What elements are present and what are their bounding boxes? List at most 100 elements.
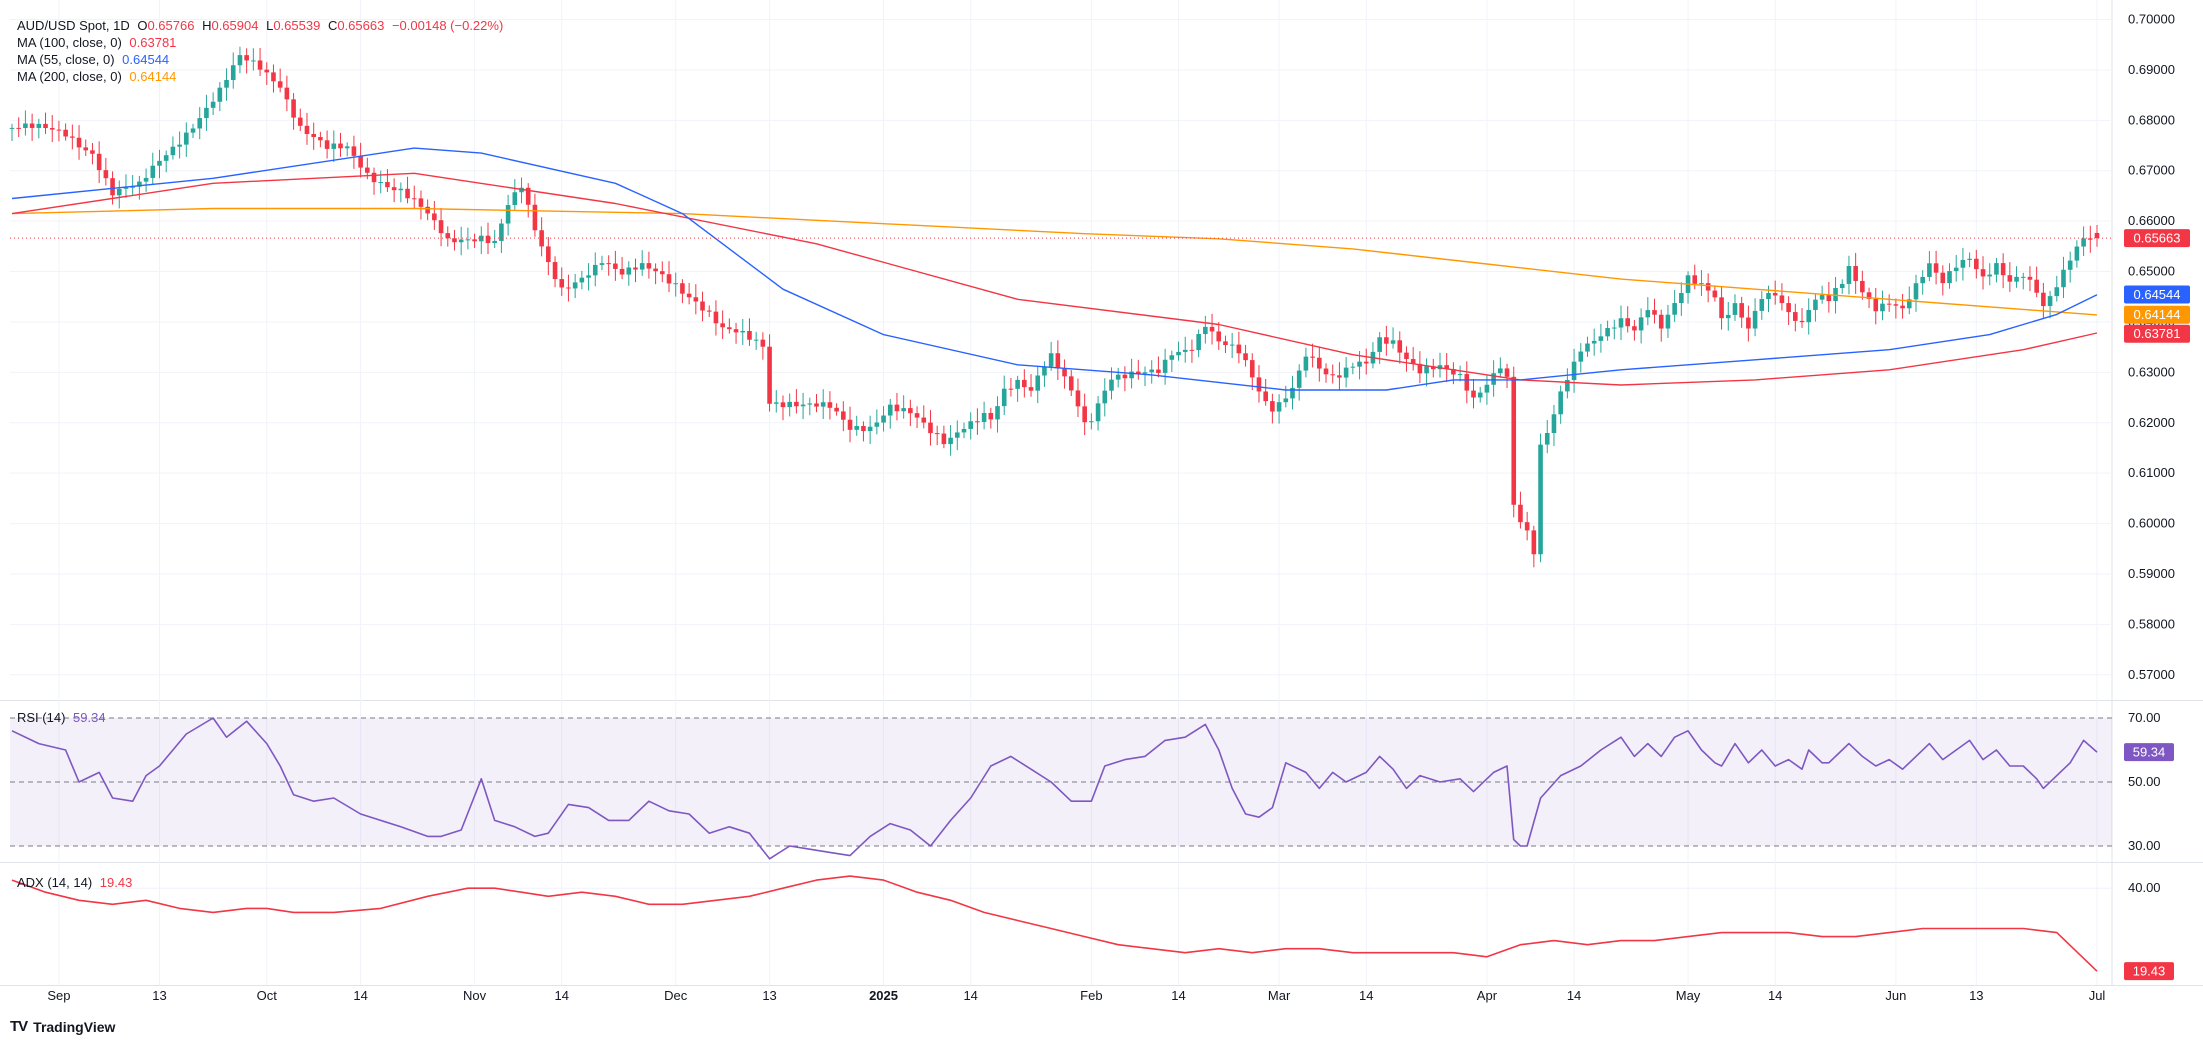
candle-up <box>1196 334 1201 351</box>
candle-down <box>834 407 839 412</box>
candle-down <box>391 187 397 191</box>
candle-up <box>1605 328 1610 337</box>
candle-down <box>1430 366 1436 370</box>
candle-up <box>170 146 176 156</box>
candle-up <box>854 426 860 430</box>
candle-up <box>1477 392 1483 398</box>
time-axis-label: 14 <box>1768 988 1782 1003</box>
candle-up <box>1920 276 1925 284</box>
ma100-label: MA (100, close, 0) <box>17 35 122 50</box>
candle-up <box>1880 303 1885 312</box>
time-axis-label: 13 <box>762 988 776 1003</box>
candle-up <box>184 132 189 145</box>
candle-down <box>43 123 48 129</box>
candle-down <box>1404 352 1409 360</box>
main-legend: AUD/USD Spot, 1D O0.65766 H0.65904 L0.65… <box>17 17 507 34</box>
candle-down <box>1504 368 1510 377</box>
candle-up <box>948 437 953 445</box>
candle-down <box>1397 340 1403 353</box>
candle-down <box>727 327 732 330</box>
candle-up <box>1672 303 1677 315</box>
candle-down <box>1310 356 1315 358</box>
candle-down <box>559 279 565 288</box>
tradingview-brand[interactable]: TV TradingView <box>10 1018 115 1035</box>
price-axis-label: 0.61000 <box>2128 465 2175 480</box>
candle-down <box>720 323 725 328</box>
candle-down <box>2041 292 2046 307</box>
time-axis-label: 14 <box>1359 988 1373 1003</box>
candle-down <box>988 413 994 420</box>
candle-down <box>1853 266 1858 281</box>
candle-up <box>237 55 243 66</box>
candle-up <box>1035 375 1041 391</box>
low-value: L0.65539 <box>266 18 321 33</box>
candle-down <box>90 150 95 154</box>
candle-down <box>1658 314 1664 329</box>
adx-line <box>11 875 2098 972</box>
candle-down <box>1136 371 1141 374</box>
time-axis-label: 14 <box>963 988 977 1003</box>
candle-down <box>338 143 343 149</box>
candle-down <box>2094 232 2100 239</box>
candle-up <box>592 264 598 276</box>
candle-down <box>83 147 89 151</box>
candle-down <box>2087 238 2093 240</box>
candle-up <box>599 263 605 265</box>
close-value: C0.65663 <box>327 18 385 33</box>
candle-up <box>1229 344 1235 346</box>
candle-up <box>1558 391 1563 415</box>
candle-down <box>794 401 799 407</box>
candle-up <box>197 118 203 129</box>
candle-down <box>1249 360 1255 378</box>
candle-up <box>1598 336 1604 341</box>
candle-down <box>1886 303 1892 305</box>
candle-up <box>217 87 223 102</box>
candle-up <box>1276 402 1282 412</box>
rsi-line <box>11 717 2098 860</box>
candle-up <box>572 282 578 289</box>
price-label-box <box>2124 324 2190 343</box>
candle-down <box>1873 298 1879 312</box>
candle-down <box>566 287 571 289</box>
candle-down <box>244 55 249 61</box>
candle-up <box>1947 271 1952 284</box>
candle-up <box>23 123 28 128</box>
candle-up <box>586 275 591 278</box>
adx-value-label: 19.43 <box>2133 964 2166 979</box>
candle-up <box>1806 309 1812 323</box>
candle-down <box>606 263 611 265</box>
candle-down <box>284 87 290 100</box>
adx-label: ADX (14, 14) <box>17 875 93 890</box>
candle-up <box>398 188 404 191</box>
candle-down <box>827 402 833 408</box>
candle-down <box>1772 293 1778 296</box>
candle-up <box>1182 349 1188 352</box>
candle-down <box>432 213 437 221</box>
price-label: 0.64144 <box>2134 307 2181 322</box>
ma100-line <box>11 172 2098 386</box>
price-axis-label: 0.67000 <box>2128 163 2175 178</box>
candle-down <box>1826 295 1832 302</box>
candle-down <box>1860 280 1865 293</box>
candle-down <box>1075 390 1081 407</box>
candle-down <box>1786 303 1791 313</box>
candle-down <box>1410 359 1416 364</box>
candle-up <box>1752 310 1758 329</box>
price-axis-label: 0.59000 <box>2128 566 2175 581</box>
candle-down <box>1317 357 1322 369</box>
candle-down <box>425 206 430 214</box>
ma200-value: 0.64144 <box>129 69 177 84</box>
time-axis-label: Dec <box>664 988 688 1003</box>
candle-up <box>1960 259 1966 268</box>
candle-up <box>116 188 122 196</box>
candle-up <box>1585 343 1590 352</box>
price-axis-label: 0.68000 <box>2128 112 2175 127</box>
candle-down <box>747 331 752 340</box>
candle-up <box>499 223 504 241</box>
candle-up <box>1967 258 1972 260</box>
candle-up <box>378 182 384 184</box>
candle-up <box>2014 276 2019 282</box>
candle-up <box>1544 433 1550 445</box>
time-axis-label: Nov <box>463 988 487 1003</box>
